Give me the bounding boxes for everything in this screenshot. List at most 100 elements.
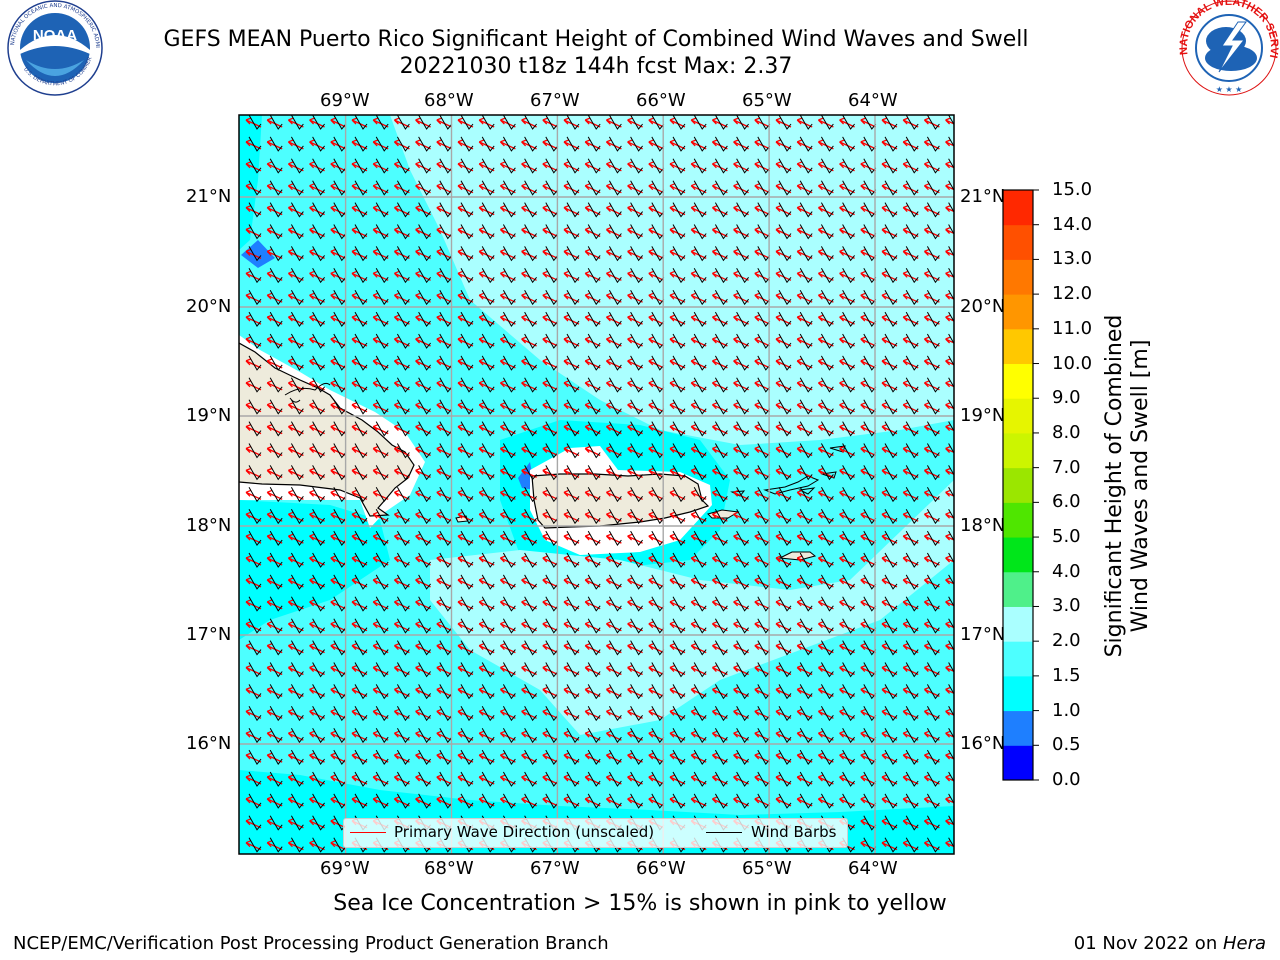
wind-barb xyxy=(842,399,855,415)
wind-barb xyxy=(502,311,516,327)
wind-barb xyxy=(333,552,347,568)
wind-barb xyxy=(354,487,368,503)
wind-barb xyxy=(948,530,954,542)
wind-barb xyxy=(672,706,686,722)
wind-barb xyxy=(736,727,749,744)
wind-barb xyxy=(524,246,537,262)
wind-barb xyxy=(460,749,474,765)
wind-barb xyxy=(714,706,728,722)
wind-barb xyxy=(630,727,643,744)
wind-barb xyxy=(312,662,325,678)
wind-barb xyxy=(460,530,474,546)
wind-barb xyxy=(842,136,855,152)
wind-barb xyxy=(418,311,431,327)
wind-barb xyxy=(926,662,940,678)
wind-barb xyxy=(905,136,919,152)
wind-barb xyxy=(269,465,283,481)
wind-barb xyxy=(884,574,898,590)
wind-barb xyxy=(248,246,262,262)
wind-barb xyxy=(354,727,368,744)
lat-label-right: 17°N xyxy=(960,624,1006,645)
wind-barb xyxy=(439,443,453,459)
wind-barb xyxy=(905,574,919,590)
wind-barb xyxy=(948,793,954,805)
wind-barb xyxy=(820,377,834,393)
wind-barb xyxy=(630,552,643,568)
wind-barb xyxy=(312,421,325,437)
wind-barb xyxy=(354,355,368,371)
wind-barb xyxy=(905,443,919,459)
wind-barb xyxy=(778,618,792,634)
wind-barb xyxy=(312,530,325,546)
wind-barb xyxy=(778,487,792,503)
wind-barb xyxy=(312,224,325,240)
wind-barb xyxy=(799,771,813,787)
wind-barb xyxy=(481,224,495,240)
wind-barb xyxy=(948,749,954,761)
wind-barb xyxy=(778,158,792,174)
wind-barb xyxy=(439,136,453,152)
wind-barb xyxy=(524,158,537,174)
wind-barb xyxy=(524,180,537,196)
wind-barb xyxy=(884,158,898,174)
wind-barb xyxy=(312,487,325,503)
wind-barb xyxy=(269,158,283,174)
wind-barb xyxy=(714,289,728,306)
wind-barb xyxy=(651,640,665,656)
wind-barb xyxy=(842,727,855,744)
wind-barb xyxy=(333,115,347,130)
wind-barb xyxy=(460,793,474,809)
wind-barb xyxy=(248,377,262,393)
wind-barb xyxy=(778,399,792,415)
wind-barb xyxy=(651,289,665,306)
wind-barb xyxy=(524,355,537,371)
wind-barb xyxy=(608,706,622,722)
wind-barb xyxy=(651,487,665,503)
wind-barb xyxy=(502,333,516,349)
wind-barb xyxy=(354,793,368,809)
wind-barb xyxy=(693,180,707,196)
wind-barb xyxy=(248,465,262,481)
wind-barb xyxy=(926,508,940,525)
wind-barb xyxy=(524,311,537,327)
wind-barb xyxy=(884,311,898,327)
wind-barb xyxy=(545,508,559,525)
wind-barb xyxy=(545,640,559,656)
wind-barb xyxy=(651,136,665,152)
wind-barb xyxy=(948,487,954,498)
wind-barb xyxy=(545,618,559,634)
wind-barb xyxy=(820,180,834,196)
wind-barb xyxy=(418,465,431,481)
wind-barb xyxy=(714,465,728,481)
wind-barb xyxy=(396,727,410,744)
wind-barb xyxy=(842,596,855,612)
wind-barb xyxy=(460,618,474,634)
wind-barb xyxy=(502,487,516,503)
wind-barb xyxy=(566,311,580,327)
wind-barb xyxy=(269,377,283,393)
wind-barb xyxy=(905,465,919,481)
wind-barb xyxy=(269,815,283,831)
wind-barb xyxy=(799,289,813,306)
wind-barb xyxy=(439,158,453,174)
wind-barb xyxy=(820,355,834,371)
wind-barb xyxy=(269,421,283,437)
wind-barb xyxy=(354,749,368,765)
wind-barb xyxy=(290,158,304,174)
wind-barb xyxy=(545,552,559,568)
wind-barb xyxy=(418,487,431,503)
wind-barb xyxy=(799,596,813,612)
wind-barb xyxy=(269,333,283,349)
wind-barb xyxy=(524,136,537,152)
wind-barb xyxy=(778,727,792,744)
wind-barb xyxy=(714,552,728,568)
wind-barb xyxy=(693,202,707,218)
wind-barb xyxy=(884,355,898,371)
wind-barb xyxy=(290,749,304,765)
wind-barb xyxy=(354,115,368,130)
wind-barb xyxy=(312,552,325,568)
wind-barb xyxy=(820,706,834,722)
wind-barb xyxy=(566,377,580,393)
wind-barb xyxy=(375,684,389,700)
wind-barb xyxy=(799,421,813,437)
